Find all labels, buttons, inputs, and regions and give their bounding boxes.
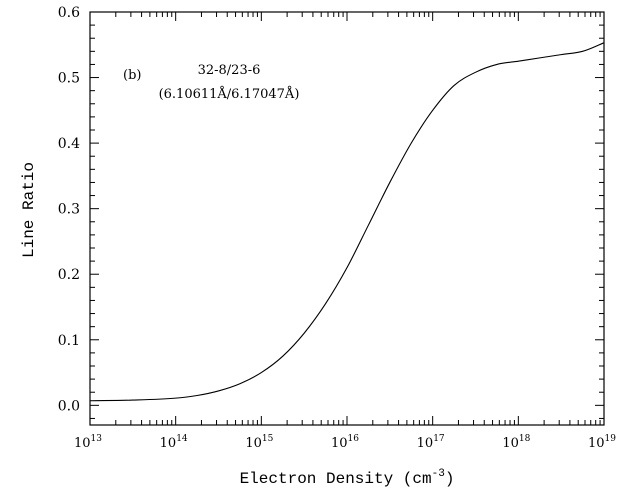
plot-frame (89, 11, 605, 426)
x-tick-base: 10 (160, 436, 177, 451)
y-tick-label: 0.0 (58, 398, 80, 414)
x-tick-exponent: 18 (519, 434, 531, 444)
x-tick-label: 1019 (588, 434, 616, 451)
x-tick-base: 10 (331, 436, 348, 451)
x-tick-label: 1018 (502, 434, 530, 451)
x-tick-base: 10 (417, 436, 434, 451)
x-tick-exponent: 15 (262, 434, 274, 444)
y-tick-label: 0.2 (58, 267, 80, 283)
x-tick-label: 1014 (160, 434, 188, 451)
y-tick-label: 0.6 (58, 5, 80, 21)
y-tick-label: 0.5 (58, 71, 80, 87)
x-tick-labels: 1013 1014 1015 1016 1017 1018 1019 (74, 434, 616, 451)
x-tick-label: 1016 (331, 434, 359, 451)
line-ratio-curve (89, 42, 605, 402)
x-axis-title-exponent: -3 (432, 468, 445, 480)
x-axis-title-main: Electron Density (cm (240, 470, 432, 488)
x-tick-exponent: 16 (348, 434, 360, 444)
x-axis-title: Electron Density (cm-3) (240, 468, 455, 488)
x-tick-base: 10 (588, 436, 605, 451)
x-tick-exponent: 19 (605, 434, 617, 444)
y-tick-label: 0.3 (58, 202, 80, 218)
x-axis-title-close: ) (445, 470, 455, 488)
x-tick-label: 1015 (245, 434, 273, 451)
x-tick-exponent: 14 (176, 434, 188, 444)
x-tick-base: 10 (74, 436, 91, 451)
wavelength-label: (6.10611Å/6.17047Å) (159, 86, 300, 102)
x-tick-base: 10 (245, 436, 262, 451)
y-axis-title: Line Ratio (20, 162, 38, 258)
x-tick-label: 1013 (74, 434, 102, 451)
panel-label: (b) (123, 68, 141, 83)
y-tick-label: 0.4 (58, 136, 80, 152)
y-tick-labels: 0.0 0.1 0.2 0.3 0.4 0.5 0.6 (58, 5, 80, 414)
axis-ticks (89, 11, 605, 425)
x-tick-exponent: 13 (91, 434, 103, 444)
x-tick-base: 10 (502, 436, 519, 451)
transition-label: 32-8/23-6 (198, 63, 261, 78)
x-tick-exponent: 17 (433, 434, 445, 444)
x-tick-label: 1017 (417, 434, 445, 451)
y-tick-label: 0.1 (58, 333, 80, 349)
